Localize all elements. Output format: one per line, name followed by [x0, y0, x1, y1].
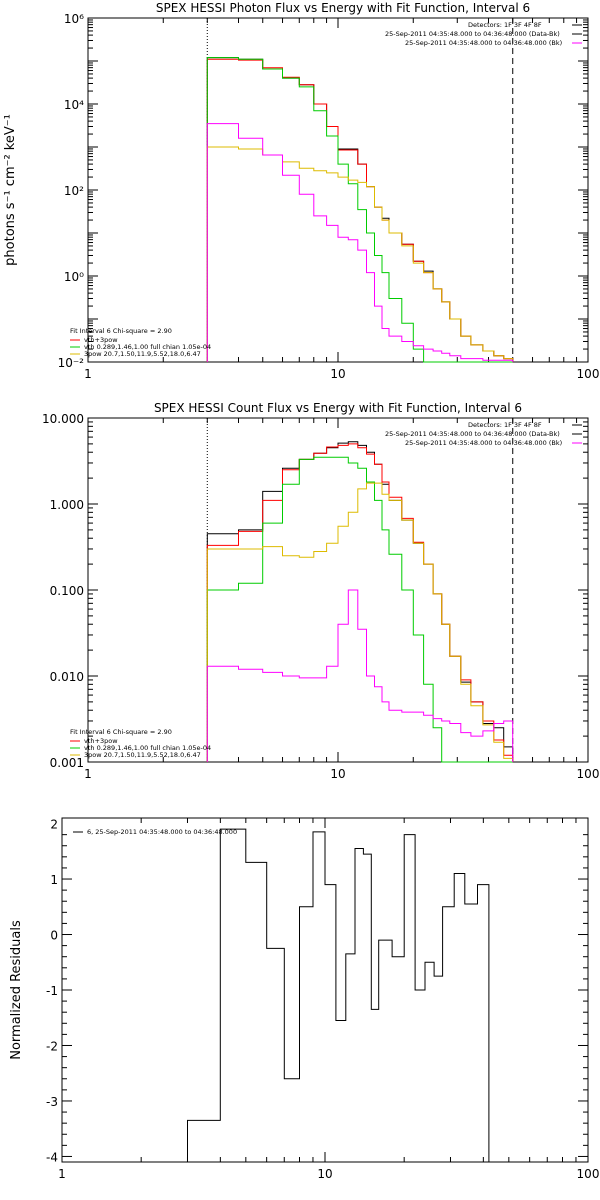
photon-y-tick-label: 10⁰ [64, 270, 84, 284]
residuals-y-tick-label: 2 [50, 818, 58, 832]
count-x-tick-label: 100 [577, 767, 600, 781]
photon-legend-top-right: Detectors: 1F 3F 4F 8F 25-Sep-2011 04:35… [385, 21, 582, 47]
residuals-axis-ticks [61, 818, 588, 1162]
count-legend-bk: 25-Sep-2011 04:35:48.000 to 04:36:48.000… [405, 439, 562, 447]
count-series-4-line [206, 589, 514, 762]
residuals-y-tick-labels: -4 -3 -2 -1 0 1 2 [46, 818, 58, 1165]
residuals-series-0-line [187, 828, 509, 1163]
photon-series-4-line [206, 123, 514, 362]
photon-series-2-line [206, 57, 513, 363]
photon-legend-bk: 25-Sep-2011 04:35:48.000 to 04:36:48.000… [405, 39, 562, 47]
residuals-series-group [187, 828, 509, 1163]
count-legend-3pow: 3pow 20.7,1.50,11.9,5.52,18.0,6.47 [84, 751, 201, 759]
residuals-x-tick-label: 1 [58, 1167, 66, 1181]
count-series-group [206, 441, 514, 763]
count-legend-fit-header: Fit Interval 6 Chi-square = 2.90 [70, 728, 172, 736]
residuals-x-tick-label: 10 [317, 1167, 332, 1181]
count-x-tick-labels: 1 10 100 [84, 767, 599, 781]
count-x-tick-label: 1 [84, 767, 92, 781]
residuals-legend-text: 6, 25-Sep-2011 04:35:48.000 to 04:36:48.… [87, 828, 237, 836]
photon-series-group [206, 57, 514, 363]
residuals-y-tick-label: 1 [50, 873, 58, 887]
photon-y-axis-label: photons s⁻¹ cm⁻² keV⁻¹ [3, 114, 18, 266]
photon-legend-detectors: Detectors: 1F 3F 4F 8F [468, 21, 542, 29]
count-legend-detectors: Detectors: 1F 3F 4F 8F [468, 421, 542, 429]
count-y-tick-labels: 0.001 0.010 0.100 1.000 10.000 [42, 412, 84, 770]
count-legend-top-right: Detectors: 1F 3F 4F 8F 25-Sep-2011 04:35… [385, 421, 582, 447]
count-x-tick-label: 10 [330, 767, 345, 781]
photon-x-tick-label: 100 [577, 367, 600, 381]
residuals-y-tick-label: -3 [46, 1095, 58, 1109]
photon-flux-panel: SPEX HESSI Photon Flux vs Energy with Fi… [3, 1, 599, 381]
residuals-legend: 6, 25-Sep-2011 04:35:48.000 to 04:36:48.… [73, 828, 237, 836]
count-panel-title: SPEX HESSI Count Flux vs Energy with Fit… [154, 401, 522, 415]
count-legend-bottom-left: Fit Interval 6 Chi-square = 2.90 vth+3po… [70, 728, 211, 759]
residuals-x-tick-label: 100 [577, 1167, 600, 1181]
count-legend-data-bk: 25-Sep-2011 04:35:48.000 to 04:36:48.000… [385, 430, 560, 438]
count-flux-panel: SPEX HESSI Count Flux vs Energy with Fit… [42, 401, 599, 781]
count-series-2-line [206, 456, 513, 763]
count-y-tick-label: 0.100 [50, 584, 84, 598]
count-series-3-line [206, 482, 514, 762]
residuals-x-tick-labels: 1 10 100 [58, 1167, 599, 1181]
residuals-y-tick-label: -1 [46, 984, 58, 998]
photon-x-tick-label: 10 [330, 367, 345, 381]
count-y-tick-label: 0.010 [50, 670, 84, 684]
count-y-tick-label: 1.000 [50, 498, 84, 512]
photon-legend-bottom-left: Fit Interval 6 Chi-square = 2.90 vth+3po… [70, 327, 211, 358]
photon-y-tick-label: 10⁶ [64, 12, 84, 26]
photon-legend-data-bk: 25-Sep-2011 04:35:48.000 to 04:36:48.000… [385, 30, 560, 38]
count-legend-vth: vth 0.289,1.46,1.00 full chian 1.05e-04 [84, 744, 211, 752]
residuals-y-axis-label: Normalized Residuals [9, 920, 24, 1060]
count-y-tick-label: 10.000 [42, 412, 84, 426]
photon-legend-3pow: 3pow 20.7,1.50,11.9,5.52,18.0,6.47 [84, 350, 201, 358]
photon-legend-vth3pow: vth+3pow [84, 336, 118, 344]
photon-y-tick-label: 10² [64, 184, 84, 198]
photon-y-tick-label: 10⁻² [58, 356, 85, 370]
photon-x-tick-labels: 1 10 100 [84, 367, 599, 381]
residuals-y-tick-label: -4 [46, 1150, 58, 1164]
residuals-y-tick-label: 0 [50, 929, 58, 943]
residuals-y-tick-label: -2 [46, 1039, 58, 1053]
photon-y-tick-labels: 10⁻² 10⁰ 10² 10⁴ 10⁶ [58, 12, 85, 370]
count-y-tick-label: 0.001 [50, 756, 84, 770]
photon-series-3-line [206, 146, 514, 362]
count-axis-ticks [87, 418, 588, 763]
photon-y-tick-label: 10⁴ [64, 98, 84, 112]
photon-legend-vth: vth 0.289,1.46,1.00 full chian 1.05e-04 [84, 343, 211, 351]
photon-x-tick-label: 1 [84, 367, 92, 381]
photon-panel-title: SPEX HESSI Photon Flux vs Energy with Fi… [156, 1, 530, 15]
photon-legend-fit-header: Fit Interval 6 Chi-square = 2.90 [70, 327, 172, 335]
count-legend-vth3pow: vth+3pow [84, 737, 118, 745]
